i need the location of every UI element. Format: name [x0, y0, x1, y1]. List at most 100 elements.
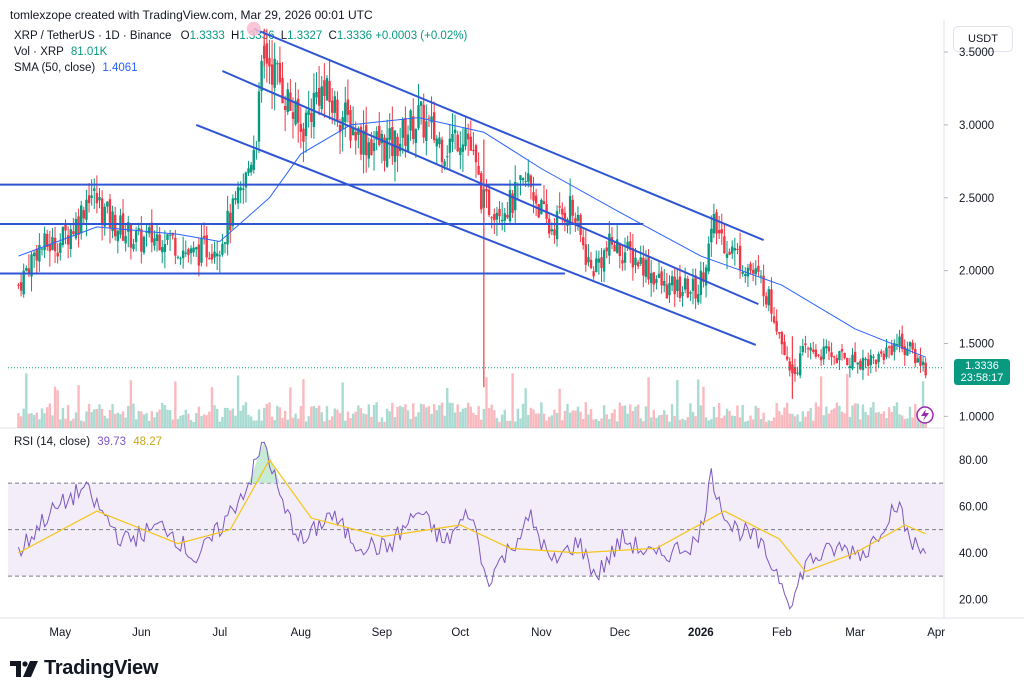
candle-body — [812, 349, 815, 352]
volume-bar — [129, 380, 133, 428]
volume-bar — [558, 388, 561, 428]
volume-bar — [370, 416, 373, 428]
candle-body — [320, 86, 323, 110]
candle-body — [608, 233, 611, 256]
volume-bar — [799, 421, 802, 428]
candle-body — [140, 229, 143, 252]
candle-body — [762, 275, 765, 297]
currency-unit-button[interactable]: USDT — [953, 26, 1013, 52]
volume-bar — [670, 404, 674, 428]
volume-bar — [822, 415, 825, 428]
candle-body — [906, 348, 909, 356]
price-tick-label: 3.5000 — [959, 47, 994, 59]
volume-label[interactable]: Vol · XRP — [14, 46, 64, 58]
volume-bar — [914, 403, 917, 428]
candle-body — [85, 199, 88, 220]
volume-bar — [244, 402, 248, 428]
tradingview-logo[interactable]: TradingView — [10, 657, 158, 680]
price-tick-label: 1.5000 — [959, 338, 994, 350]
candle-body — [822, 346, 825, 360]
candle-body — [866, 359, 870, 366]
volume-bar — [615, 421, 619, 428]
rsi-ma-value: 48.27 — [133, 436, 163, 448]
volume-bar — [503, 409, 506, 428]
candle-body — [95, 192, 99, 204]
volume-bar — [574, 410, 577, 428]
volume-bar — [529, 407, 533, 428]
symbol-title[interactable]: XRP / TetherUS · 1D · Binance — [14, 30, 172, 42]
candle-body — [291, 112, 295, 119]
candle-body — [770, 289, 773, 314]
candle-body — [223, 242, 227, 244]
volume-bar — [179, 415, 182, 428]
low-label: L — [280, 30, 288, 42]
volume-bar — [22, 408, 25, 428]
trendlines[interactable] — [0, 21, 764, 346]
candle-body — [461, 144, 465, 152]
volume-bar — [584, 402, 588, 428]
volume-bar — [283, 410, 287, 428]
candle-body — [689, 292, 692, 294]
volume-bar — [579, 411, 582, 428]
volume-bar — [887, 407, 891, 428]
volume-bar — [38, 419, 41, 428]
volume-bar — [639, 418, 642, 428]
volume-bar — [809, 408, 812, 428]
volume-bar — [506, 420, 509, 428]
volume-bar — [893, 405, 896, 428]
candle-body — [589, 259, 593, 269]
volume-bar — [87, 403, 91, 428]
trendline-channel-mid — [221, 70, 759, 306]
candle-body — [511, 193, 514, 213]
candle-body — [723, 236, 726, 254]
open-value: 1.3333 — [189, 30, 225, 42]
volume-bar — [215, 408, 219, 428]
candle-body — [893, 342, 896, 352]
candle-body — [432, 112, 436, 141]
candle-body — [22, 270, 25, 295]
volume-bar — [728, 410, 731, 428]
volume-bar — [155, 412, 159, 428]
candle-body — [681, 292, 684, 297]
candle-body — [124, 236, 127, 244]
rsi-label[interactable]: RSI (14, close) — [14, 436, 91, 448]
volume-bar — [192, 421, 195, 428]
sma-label[interactable]: SMA (50, close) — [14, 62, 96, 74]
volume-bar — [32, 414, 36, 428]
volume-bar — [900, 415, 904, 428]
candle-body — [268, 57, 271, 67]
volume-bar — [736, 405, 739, 428]
volume-bar — [236, 375, 240, 428]
candle-body — [838, 351, 841, 361]
volume-bar — [681, 418, 684, 428]
candle-body — [916, 358, 920, 363]
volume-bar — [357, 405, 360, 428]
candle-body — [498, 208, 501, 217]
candle-body — [623, 252, 627, 263]
volume-bar — [699, 405, 703, 428]
candle-body — [673, 276, 676, 295]
candle-body — [783, 341, 786, 355]
volume-bar — [480, 419, 483, 428]
candle-body — [409, 110, 412, 131]
candle-body — [725, 253, 729, 258]
volume-bar — [304, 421, 308, 428]
volume-bar — [147, 420, 151, 428]
candle-body — [508, 189, 512, 222]
candle-body — [817, 354, 820, 356]
candle-body — [919, 356, 922, 366]
volume-bar — [597, 420, 601, 428]
volume-bar — [707, 420, 710, 428]
volume-bar — [772, 417, 776, 428]
candle-body — [351, 127, 355, 136]
candle-body — [668, 283, 671, 296]
volume-bar — [785, 402, 789, 428]
candle-body — [388, 128, 391, 140]
candle-body — [885, 347, 888, 357]
volume-bar — [200, 415, 203, 428]
candle-body — [106, 201, 109, 207]
volume-bar — [427, 406, 431, 428]
candle-body — [903, 346, 906, 356]
candle-body — [202, 235, 206, 239]
